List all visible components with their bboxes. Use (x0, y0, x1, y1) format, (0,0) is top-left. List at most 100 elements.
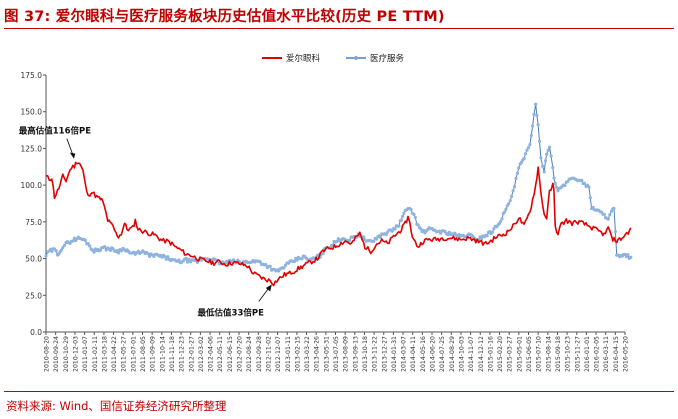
x-tick-label: 2013-03-22 (304, 336, 311, 372)
x-tick-label: 2014-11-07 (468, 336, 475, 372)
x-tick-label: 2013-08-09 (343, 336, 350, 372)
series-point-medical (492, 227, 496, 231)
x-tick-label: 2016-02-05 (594, 336, 601, 372)
series-point-medical (447, 230, 451, 234)
series-point-medical (545, 152, 549, 156)
series-point-medical (166, 255, 170, 259)
series-point-medical (588, 196, 592, 200)
x-tick-label: 2012-03-02 (198, 336, 205, 372)
legend-label-aier: 爱尔眼科 (286, 53, 321, 64)
series-point-medical (606, 217, 610, 221)
series-point-medical (164, 257, 168, 261)
source-note: 资料来源: Wind、国信证券经济研究所整理 (6, 399, 227, 413)
x-tick-label: 2011-07-01 (130, 336, 137, 372)
series-point-medical (88, 244, 92, 248)
x-tick-label: 2012-08-24 (246, 336, 253, 372)
series-point-medical (532, 112, 536, 116)
x-tick-label: 2015-09-18 (555, 336, 562, 372)
figure-title: 图 37: 爱尔眼科与医疗服务板块历史估值水平比较(历史 PE TTM) (4, 9, 445, 25)
x-tick-label: 2013-01-11 (285, 336, 292, 372)
x-tick-label: 2013-04-26 (314, 336, 321, 372)
series-point-medical (103, 245, 107, 249)
x-tick-label: 2016-04-15 (613, 336, 620, 372)
x-tick-label: 2015-03-27 (507, 336, 514, 372)
series-point-medical (446, 233, 450, 237)
series-point-medical (378, 235, 383, 239)
series-point-medical (300, 257, 304, 261)
series-point-medical (390, 229, 394, 233)
series-point-medical (612, 206, 616, 210)
x-tick-label: 2013-11-22 (372, 336, 379, 372)
series-point-medical (504, 207, 508, 211)
annotation-low-label: 最低估值33倍PE (198, 308, 265, 319)
title-rule (4, 28, 674, 29)
series-point-medical (511, 189, 515, 193)
series-point-medical (499, 219, 503, 223)
chart: 爱尔眼科 医疗服务 0.0 25.0 50.0 75.0 100.0 125.0 150.0… (19, 53, 633, 372)
series-point-medical (292, 260, 296, 264)
series-point-medical (116, 251, 121, 255)
series-point-medical (553, 181, 557, 186)
x-tick-label: 2015-11-27 (574, 336, 581, 372)
series-line-aier (45, 161, 632, 287)
annotation-layer: 最高估值116倍PE 最低估值33倍PE (19, 126, 272, 319)
series-point-medical (510, 194, 514, 198)
y-tick-label: 75.0 (25, 218, 42, 227)
x-tick-label: 2012-01-27 (188, 336, 195, 372)
series-point-medical (552, 176, 556, 180)
x-tick-label: 2013-12-27 (381, 336, 388, 372)
source-rule (4, 391, 674, 392)
x-tick-label: 2016-03-11 (603, 336, 610, 372)
x-tick-label: 2013-09-13 (352, 336, 359, 372)
x-tick-label: 2015-02-20 (497, 336, 504, 372)
series-point-medical (59, 248, 64, 252)
x-tick-label: 2010-10-29 (63, 336, 70, 372)
series-point-medical (580, 178, 584, 182)
series-point-medical (336, 237, 340, 241)
series-point-medical (508, 199, 512, 203)
x-tick-label: 2015-05-01 (516, 336, 523, 372)
x-tick-label: 2016-01-01 (584, 336, 591, 372)
y-tick-label: 0.0 (30, 328, 42, 337)
x-tick-label: 2013-02-15 (294, 336, 301, 372)
series-point-medical (393, 227, 397, 231)
x-tick-label: 2011-09-09 (150, 336, 157, 372)
x-tick-label: 2015-01-16 (487, 336, 494, 372)
series-point-medical (384, 232, 388, 237)
annotation-high-arrowhead (69, 152, 76, 159)
series-point-medical (515, 171, 520, 175)
series-point-medical (479, 237, 484, 241)
x-tick-label: 2016-05-20 (623, 336, 630, 372)
series-point-medical (543, 159, 548, 163)
x-tick-label: 2011-01-07 (82, 336, 89, 372)
series-point-medical (439, 231, 443, 235)
series-point-medical (83, 238, 87, 242)
legend-marker-medical (354, 56, 358, 60)
series-point-medical (184, 256, 188, 260)
x-tick-label: 2012-06-15 (227, 336, 234, 372)
series-point-medical (534, 102, 538, 106)
x-tick-label: 2011-11-18 (169, 336, 176, 372)
series-point-medical (119, 249, 124, 253)
x-tick-label: 2014-04-11 (410, 336, 417, 372)
legend: 爱尔眼科 医疗服务 (262, 53, 405, 64)
series-point-medical (541, 164, 545, 168)
x-tick-label: 2013-10-18 (362, 336, 369, 372)
x-tick-label: 2011-08-05 (140, 336, 147, 372)
series-point-medical (372, 239, 376, 243)
x-tick-label: 2014-05-16 (420, 336, 427, 372)
x-tick-label: 2011-10-14 (159, 336, 166, 372)
series-point-medical (500, 217, 504, 221)
x-tick-label: 2015-06-05 (526, 336, 533, 372)
series-point-medical (563, 183, 567, 188)
x-tick-label: 2012-04-06 (208, 336, 215, 372)
series-point-medical (531, 124, 535, 128)
y-tick-label: 175.0 (21, 71, 43, 80)
y-tick-label: 25.0 (25, 291, 42, 300)
series-point-medical (335, 239, 339, 243)
x-tick-label: 2015-08-14 (545, 336, 552, 372)
series-point-medical (147, 254, 152, 258)
axes: 0.0 25.0 50.0 75.0 100.0 125.0 150.0 175.0 2010-… (21, 71, 630, 372)
series-point-medical (264, 263, 268, 267)
series-point-medical (526, 146, 531, 150)
